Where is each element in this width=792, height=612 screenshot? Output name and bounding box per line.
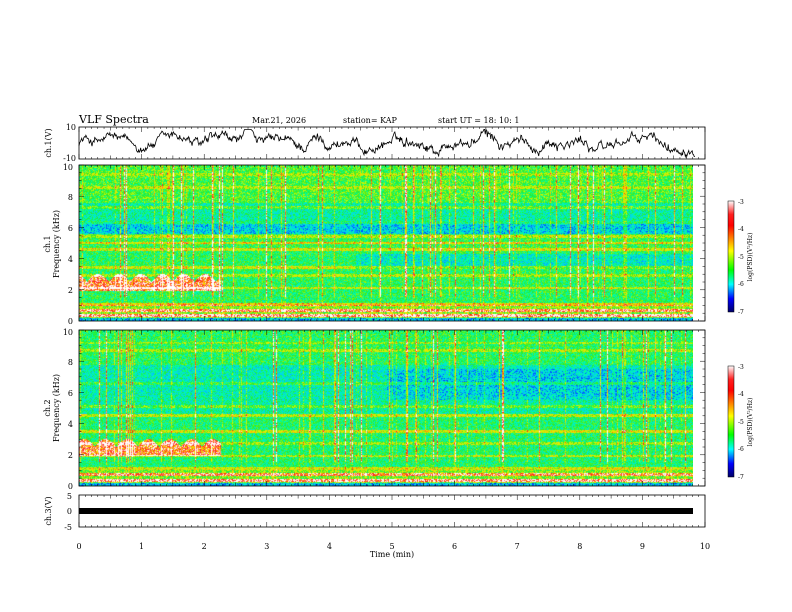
ch1-channel-label: ch.1 (43, 235, 52, 252)
ch2-ytick-10: 10 (63, 328, 73, 337)
ch2-ytick-8: 8 (68, 358, 73, 367)
ch2-cb-tick-m4: -4 (738, 391, 744, 398)
start-time-label: start UT = 18: 10: 1 (438, 116, 519, 125)
ch1-ytick-0: 0 (68, 317, 73, 326)
ch1-cb-tick-m4: -4 (738, 226, 744, 233)
ch1-spectrogram-panel: 0 2 4 6 8 10 ch.1 Frequency (kHz) -3 -4 … (43, 163, 754, 326)
ch1-spectrogram-canvas-wrap (79, 165, 693, 321)
ch2-colorbar: -3 -4 -5 -6 -7 log(PSD)(V²/Hz) (727, 364, 754, 481)
ch2-spectrogram-panel: 0 2 4 6 8 10 ch.2 Frequency (kHz) -3 -4 … (43, 328, 754, 491)
ch1-ytick-8: 8 (68, 193, 73, 202)
ch2-channel-label: ch.2 (43, 399, 52, 416)
ch1-waveform-line (78, 128, 695, 159)
ch1-cb-tick-m6: -6 (738, 281, 744, 288)
ch2-colorbar-wrap (728, 366, 734, 477)
ch1-ytick-bottom: -10 (63, 154, 76, 163)
ch1-ytick-10: 10 (63, 163, 73, 172)
x-tick-label-2: 2 (202, 542, 207, 551)
ch1-ytick-top: 10 (66, 123, 76, 132)
ch2-colorbar-frame (727, 365, 735, 478)
ch1-ytick-6: 6 (68, 224, 73, 233)
ch1-waveform-ticks (78, 127, 706, 159)
x-tick-label-10: 10 (700, 542, 710, 551)
ch1-ytick-2: 2 (68, 286, 73, 295)
ch2-spectrogram-ticks (78, 329, 706, 487)
ch2-frequency-label: Frequency (kHz) (52, 374, 61, 442)
ch2-ytick-6: 6 (68, 389, 73, 398)
ch2-cb-tick-m5: -5 (738, 419, 744, 426)
x-tick-label-5: 5 (389, 542, 394, 551)
ch1-colorbar: -3 -4 -5 -6 -7 log(PSD)(V²/Hz) (727, 199, 754, 316)
ch1-waveform-frame (78, 126, 706, 160)
ch1-cb-tick-m5: -5 (738, 254, 744, 261)
ch2-cb-tick-m7: -7 (738, 474, 744, 481)
x-tick-label-8: 8 (577, 542, 582, 551)
ch1-spectrogram-yticklabels: 0 2 4 6 8 10 (63, 163, 73, 326)
ch1-cb-tick-m3: -3 (738, 199, 744, 206)
x-axis-tick-labels: 0 1 2 3 4 5 6 7 8 9 10 (76, 542, 710, 551)
ch1-spectrogram-image (79, 165, 693, 321)
ch2-spectrogram-image (79, 330, 693, 486)
ch1-ytick-4: 4 (68, 255, 73, 264)
ch1-colorbar-label: log(PSD)(V²/Hz) (747, 233, 754, 282)
x-tick-label-0: 0 (76, 542, 81, 551)
x-tick-label-7: 7 (515, 542, 520, 551)
ch2-spectrogram-blank (693, 330, 705, 486)
ch1-frequency-label: Frequency (kHz) (52, 210, 61, 278)
ch2-ytick-4: 4 (68, 420, 73, 429)
ch1-colorbar-frame (727, 200, 735, 313)
ch2-colorbar-gradient (728, 366, 734, 477)
ch2-cb-tick-m6: -6 (738, 446, 744, 453)
x-tick-label-6: 6 (452, 542, 457, 551)
ch1-waveform-ylabel: ch.1(V) (44, 128, 53, 157)
ch1-colorbar-gradient (728, 201, 734, 312)
ch2-spectrogram-yticklabels: 0 2 4 6 8 10 (63, 328, 73, 491)
x-tick-label-1: 1 (139, 542, 144, 551)
x-tick-label-4: 4 (327, 542, 332, 551)
date-label: Mar.21, 2026 (252, 116, 306, 125)
figure-title: VLF Spectra (78, 113, 149, 126)
ch1-waveform-panel: 10 -10 ch.1(V) (44, 123, 706, 163)
ch2-colorbar-label: log(PSD)(V²/Hz) (747, 398, 754, 447)
ch3-waveform-ylabel: ch.3(V) (44, 496, 53, 525)
ch3-waveform-band (79, 508, 693, 514)
ch3-ytick-top: 5 (67, 492, 72, 501)
x-axis-label: Time (min) (370, 550, 414, 559)
ch3-waveform-panel: 5 0 -5 ch.3(V) (44, 492, 706, 532)
ch3-ytick-bottom: -5 (64, 523, 72, 532)
ch1-spectrogram-blank (693, 165, 705, 321)
ch2-spectrogram-canvas-wrap (79, 330, 693, 486)
x-tick-label-3: 3 (264, 542, 269, 551)
ch2-cb-tick-m3: -3 (738, 364, 744, 371)
ch1-spectrogram-ticks (78, 164, 706, 322)
ch3-waveform-ticks (78, 495, 706, 527)
ch2-ytick-2: 2 (68, 451, 73, 460)
x-tick-label-9: 9 (640, 542, 645, 551)
ch2-ytick-0: 0 (68, 482, 73, 491)
ch3-ytick-mid: 0 (67, 507, 72, 516)
ch1-cb-tick-m7: -7 (738, 309, 744, 316)
ch1-colorbar-wrap (728, 201, 734, 312)
station-label: station= KAP (343, 116, 398, 125)
